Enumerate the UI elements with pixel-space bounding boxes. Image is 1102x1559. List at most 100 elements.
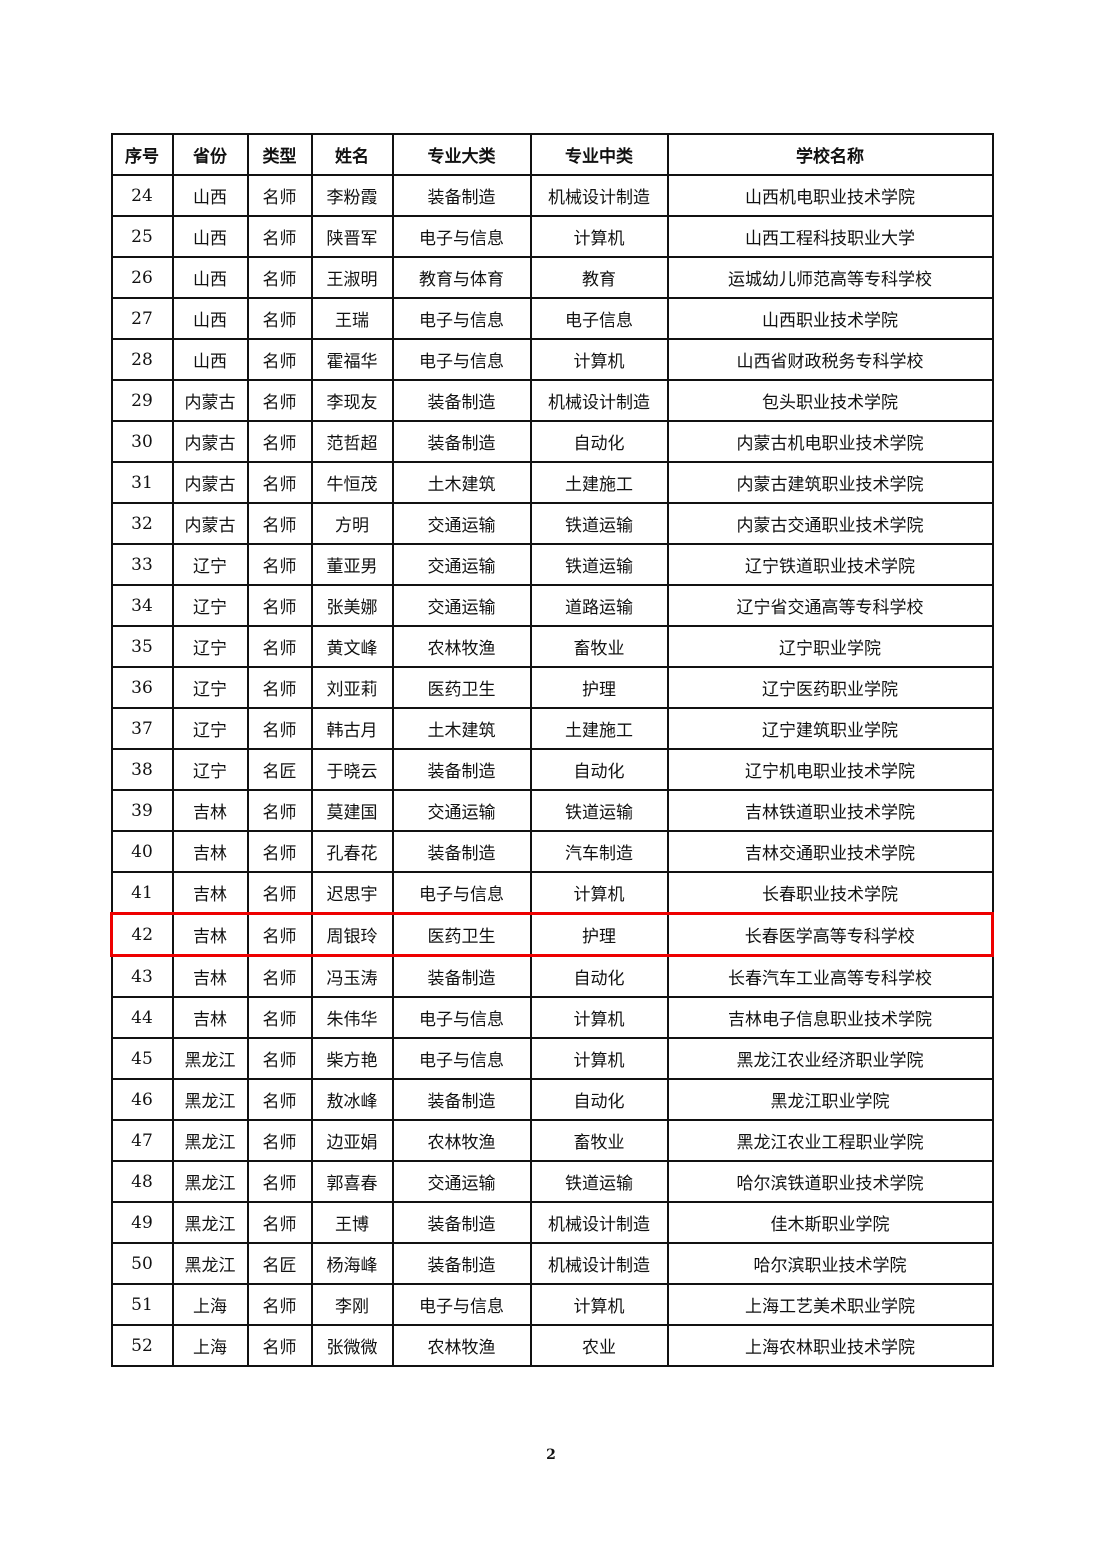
cell-major-subcategory: 计算机 (529, 871, 669, 915)
cell-major-category: 装备制造 (391, 420, 532, 463)
cell-major-category: 交通运输 (391, 789, 532, 832)
cell-school-name: 黑龙江农业工程职业学院 (666, 1119, 994, 1162)
cell-index: 35 (110, 625, 174, 668)
cell-school-name: 辽宁建筑职业学院 (666, 707, 994, 750)
cell-type: 名师 (246, 215, 313, 258)
table-row: 30 内蒙古 名师 范哲超 装备制造 自动化 内蒙古机电职业技术学院 (110, 420, 994, 463)
cell-province: 内蒙古 (171, 461, 249, 504)
cell-type: 名师 (246, 297, 313, 340)
cell-school-name: 山西机电职业技术学院 (666, 174, 994, 217)
cell-name: 王博 (310, 1201, 394, 1244)
cell-name: 黄文峰 (310, 625, 394, 668)
cell-major-category: 电子与信息 (391, 215, 532, 258)
column-header-major-subcategory: 专业中类 (529, 133, 669, 176)
cell-name: 张美娜 (310, 584, 394, 627)
cell-name: 韩古月 (310, 707, 394, 750)
cell-name: 董亚男 (310, 543, 394, 586)
table-row: 44 吉林 名师 朱伟华 电子与信息 计算机 吉林电子信息职业技术学院 (110, 996, 994, 1039)
cell-type: 名师 (246, 420, 313, 463)
cell-major-category: 电子与信息 (391, 297, 532, 340)
cell-province: 内蒙古 (171, 420, 249, 463)
table-row: 41 吉林 名师 迟思宇 电子与信息 计算机 长春职业技术学院 (110, 871, 994, 915)
cell-name: 牛恒茂 (310, 461, 394, 504)
column-header-type: 类型 (246, 133, 313, 176)
table-row: 37 辽宁 名师 韩古月 土木建筑 土建施工 辽宁建筑职业学院 (110, 707, 994, 750)
cell-major-category: 医药卫生 (391, 666, 532, 709)
table-row: 39 吉林 名师 莫建国 交通运输 铁道运输 吉林铁道职业技术学院 (110, 789, 994, 832)
table-row: 24 山西 名师 李粉霞 装备制造 机械设计制造 山西机电职业技术学院 (110, 174, 994, 217)
table-row-highlighted: 42 吉林 名师 周银玲 医药卫生 护理 长春医学高等专科学校 (110, 912, 994, 957)
cell-index: 39 (110, 789, 174, 832)
cell-index: 52 (110, 1324, 174, 1367)
cell-major-category: 装备制造 (391, 830, 532, 873)
cell-type: 名师 (246, 379, 313, 422)
cell-type: 名师 (246, 174, 313, 217)
cell-index: 25 (110, 215, 174, 258)
cell-major-category: 装备制造 (391, 1078, 532, 1121)
table-row: 34 辽宁 名师 张美娜 交通运输 道路运输 辽宁省交通高等专科学校 (110, 584, 994, 627)
cell-major-category: 交通运输 (391, 543, 532, 586)
cell-major-subcategory: 护理 (529, 666, 669, 709)
cell-school-name: 长春职业技术学院 (666, 871, 994, 915)
cell-school-name: 山西省财政税务专科学校 (666, 338, 994, 381)
cell-major-subcategory: 护理 (529, 912, 669, 957)
cell-type: 名师 (246, 256, 313, 299)
cell-province: 山西 (171, 338, 249, 381)
cell-major-subcategory: 农业 (529, 1324, 669, 1367)
table-row: 40 吉林 名师 孔春花 装备制造 汽车制造 吉林交通职业技术学院 (110, 830, 994, 873)
cell-name: 霍福华 (310, 338, 394, 381)
cell-school-name: 运城幼儿师范高等专科学校 (666, 256, 994, 299)
cell-name: 柴方艳 (310, 1037, 394, 1080)
cell-major-category: 农林牧渔 (391, 1119, 532, 1162)
cell-index: 29 (110, 379, 174, 422)
cell-major-subcategory: 铁道运输 (529, 1160, 669, 1203)
cell-school-name: 上海农林职业技术学院 (666, 1324, 994, 1367)
cell-major-subcategory: 教育 (529, 256, 669, 299)
cell-index: 42 (110, 912, 174, 957)
cell-province: 黑龙江 (171, 1078, 249, 1121)
cell-type: 名师 (246, 1119, 313, 1162)
cell-name: 方明 (310, 502, 394, 545)
cell-major-category: 电子与信息 (391, 1037, 532, 1080)
cell-name: 郭喜春 (310, 1160, 394, 1203)
table-row: 35 辽宁 名师 黄文峰 农林牧渔 畜牧业 辽宁职业学院 (110, 625, 994, 668)
cell-major-category: 装备制造 (391, 1201, 532, 1244)
cell-name: 冯玉涛 (310, 954, 394, 998)
cell-type: 名师 (246, 871, 313, 915)
cell-major-category: 农林牧渔 (391, 1324, 532, 1367)
cell-index: 43 (110, 954, 174, 998)
cell-province: 吉林 (171, 830, 249, 873)
cell-major-subcategory: 计算机 (529, 1037, 669, 1080)
cell-province: 黑龙江 (171, 1242, 249, 1285)
cell-school-name: 内蒙古建筑职业技术学院 (666, 461, 994, 504)
cell-school-name: 辽宁铁道职业技术学院 (666, 543, 994, 586)
cell-type: 名匠 (246, 1242, 313, 1285)
cell-type: 名师 (246, 625, 313, 668)
cell-index: 37 (110, 707, 174, 750)
column-header-province: 省份 (171, 133, 249, 176)
cell-index: 26 (110, 256, 174, 299)
cell-school-name: 佳木斯职业学院 (666, 1201, 994, 1244)
cell-name: 孔春花 (310, 830, 394, 873)
cell-major-category: 装备制造 (391, 379, 532, 422)
cell-name: 李粉霞 (310, 174, 394, 217)
column-header-major-category: 专业大类 (391, 133, 532, 176)
cell-province: 黑龙江 (171, 1201, 249, 1244)
cell-type: 名师 (246, 1037, 313, 1080)
table-row: 29 内蒙古 名师 李现友 装备制造 机械设计制造 包头职业技术学院 (110, 379, 994, 422)
cell-major-category: 装备制造 (391, 954, 532, 998)
cell-index: 33 (110, 543, 174, 586)
cell-major-category: 交通运输 (391, 1160, 532, 1203)
cell-major-category: 土木建筑 (391, 707, 532, 750)
cell-major-subcategory: 自动化 (529, 748, 669, 791)
cell-major-category: 装备制造 (391, 174, 532, 217)
cell-major-category: 电子与信息 (391, 871, 532, 915)
cell-province: 辽宁 (171, 666, 249, 709)
cell-major-subcategory: 自动化 (529, 954, 669, 998)
cell-index: 28 (110, 338, 174, 381)
cell-index: 27 (110, 297, 174, 340)
cell-province: 吉林 (171, 954, 249, 998)
cell-name: 陕晋军 (310, 215, 394, 258)
table-row: 50 黑龙江 名匠 杨海峰 装备制造 机械设计制造 哈尔滨职业技术学院 (110, 1242, 994, 1285)
cell-school-name: 山西职业技术学院 (666, 297, 994, 340)
